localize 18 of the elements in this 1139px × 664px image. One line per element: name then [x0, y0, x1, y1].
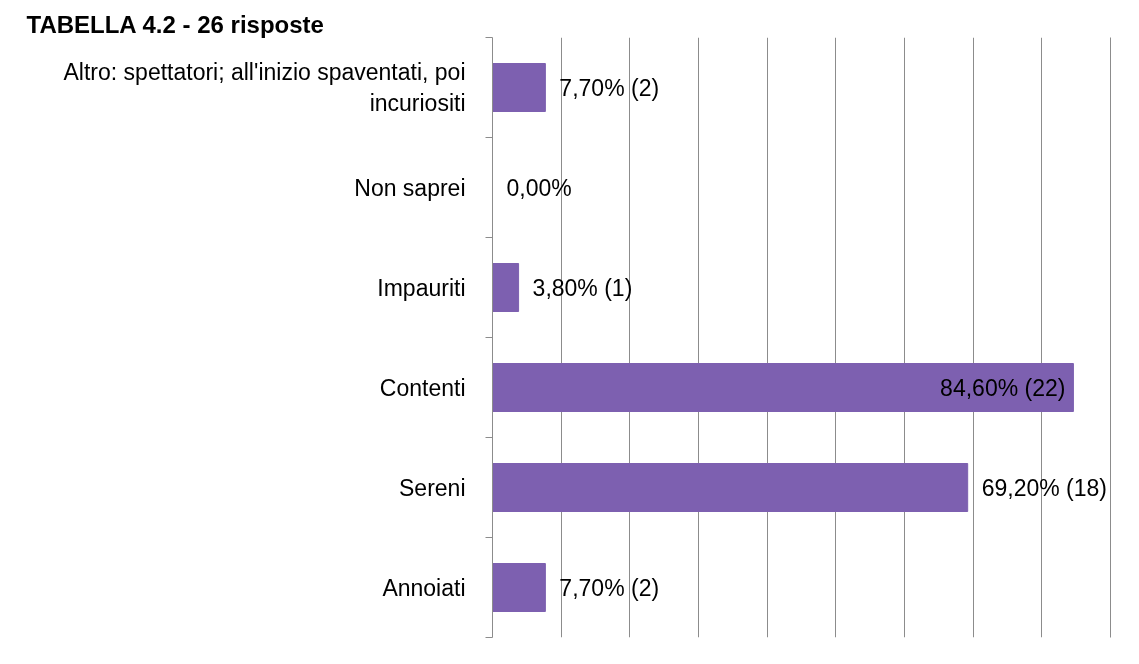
bar — [492, 463, 969, 512]
y-tick-label: Impauriti — [377, 274, 466, 301]
bar — [492, 263, 520, 312]
y-tick-label: Annoiati — [382, 574, 466, 601]
y-tick-label: Sereni — [399, 474, 466, 501]
data-label: 7,70% (2) — [559, 574, 660, 601]
data-label: 69,20% (18) — [981, 474, 1107, 501]
data-label: 84,60% (22) — [940, 374, 1066, 401]
bar — [492, 363, 1074, 412]
y-tick-label: Altro: spettatori; all'inizio spaventati, poi incuriositi — [63, 58, 466, 117]
data-label: 7,70% (2) — [559, 74, 660, 101]
text: TABELLA 4.2 - 26 risposte — [26, 10, 324, 38]
y-tick-label: Non saprei — [354, 174, 466, 201]
data-label: 0,00% — [506, 174, 572, 201]
bar — [492, 563, 546, 612]
data-label: 3,80% (1) — [532, 274, 633, 301]
bar — [492, 63, 546, 112]
y-tick-label: Contenti — [379, 374, 466, 401]
